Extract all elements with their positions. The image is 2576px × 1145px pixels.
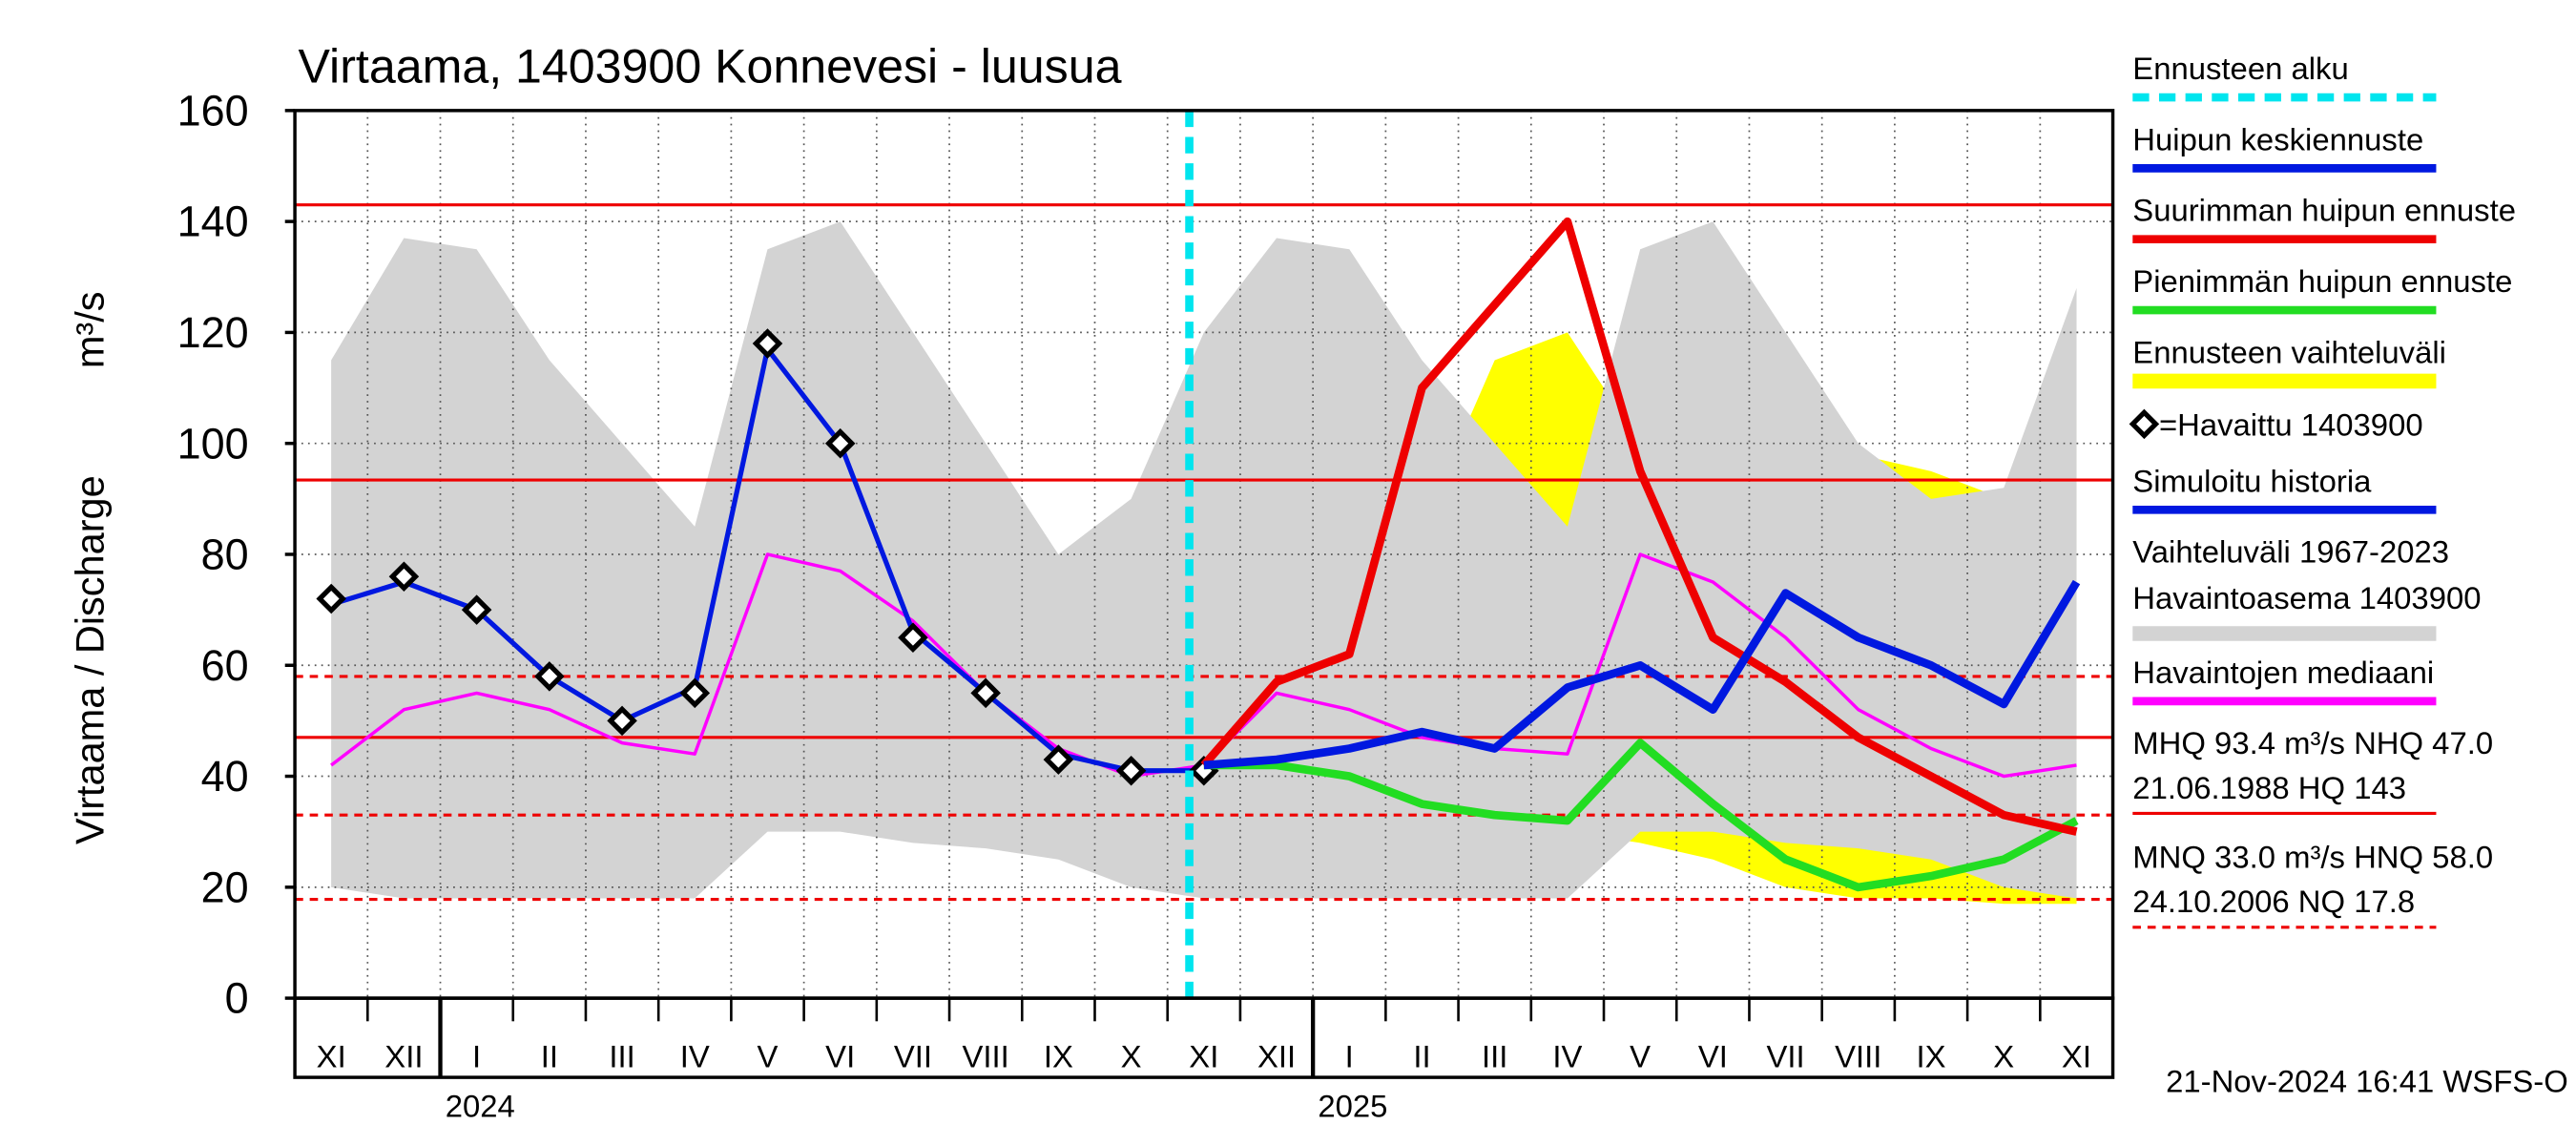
observed-marker [1043,744,1074,775]
range-band [331,221,2077,899]
x-tick-label: II [541,1039,558,1074]
observed-marker [752,328,783,359]
year-label: 2024 [446,1089,515,1124]
x-tick-label: VI [825,1039,855,1074]
x-tick-label: V [1630,1039,1651,1074]
x-tick-label: XII [1257,1039,1296,1074]
x-tick-label: VII [1766,1039,1804,1074]
x-tick-label: XI [2062,1039,2091,1074]
legend: Ennusteen alku Huipun keskiennuste Suurimm… [2129,51,2516,929]
x-tick-label: XI [317,1039,346,1074]
x-tick-label: VII [894,1039,932,1074]
observed-marker [898,622,928,653]
y-tick-label: 120 [177,308,249,357]
y-tick-label: 20 [201,863,249,911]
x-tick-label: VI [1698,1039,1728,1074]
legend-label: =Havaittu 1403900 [2159,406,2423,442]
x-tick-label: IX [1044,1039,1073,1074]
x-tick-label: XI [1189,1039,1218,1074]
legend-label: 21.06.1988 HQ 143 [2132,770,2406,805]
legend-label: Pienimmän huipun ennuste [2132,263,2512,299]
x-tick-label: I [1345,1039,1354,1074]
legend-label: Havaintojen mediaani [2132,655,2434,690]
legend-label: Huipun keskiennuste [2132,121,2423,156]
x-tick-label: X [1121,1039,1142,1074]
series-line [1203,739,2079,892]
legend-label: Ennusteen vaihteluväli [2132,334,2446,369]
x-tick-label: II [1413,1039,1430,1074]
y-tick-label: 40 [201,752,249,801]
legend-label: Havaintoasema 1403900 [2132,580,2481,615]
y-axis-label: Virtaama / Discharge [68,475,113,844]
y-tick-label: 100 [177,419,249,468]
y-tick-label: 80 [201,531,249,579]
observed-marker [461,594,492,625]
y-tick-label: 140 [177,198,249,246]
observed-marker [824,427,856,459]
observed-marker [970,677,1001,709]
x-tick-label: IX [1916,1039,1945,1074]
legend-swatch [2129,408,2160,440]
observed-marker [388,561,420,593]
legend-label: MHQ 93.4 m³/s NHQ 47.0 [2132,725,2493,760]
y-tick-label: 0 [225,974,249,1023]
series-line [1203,579,2081,770]
x-tick-label: IV [680,1039,710,1074]
x-tick-label: I [472,1039,481,1074]
legend-label: Simuloitu historia [2132,463,2372,498]
legend-label: Suurimman huipun ennuste [2132,193,2516,228]
x-tick-label: VIII [963,1039,1009,1074]
year-label: 2025 [1318,1089,1387,1124]
footer: 21-Nov-2024 16:41 WSFS-O [2166,1064,2568,1099]
y-tick-label: 60 [201,641,249,690]
observed-marker [607,705,637,737]
x-tick-label: III [1482,1039,1507,1074]
legend-label: 24.10.2006 NQ 17.8 [2132,884,2415,919]
legend-label: MNQ 33.0 m³/s HNQ 58.0 [2132,840,2493,875]
x-axis-frame [293,996,2115,1079]
x-tick-label: IV [1552,1039,1582,1074]
y-axis-unit: m³/s [68,292,113,369]
x-tick-label: X [1993,1039,2014,1074]
observed-marker [679,677,711,709]
x-tick-label: V [758,1039,779,1074]
y-tick-label: 160 [177,86,249,135]
legend-label: Ennusteen alku [2132,51,2348,86]
x-tick-label: VIII [1835,1039,1881,1074]
legend-label: Vaihteluväli 1967-2023 [2132,534,2449,570]
x-tick-label: III [609,1039,634,1074]
chart-title: Virtaama, 1403900 Konnevesi - luusua [299,39,1122,93]
series-line [1200,217,2078,836]
observed-marker [534,661,565,692]
observed-marker [1115,755,1147,786]
x-tick-label: XII [384,1039,423,1074]
observed-marker [316,583,346,614]
